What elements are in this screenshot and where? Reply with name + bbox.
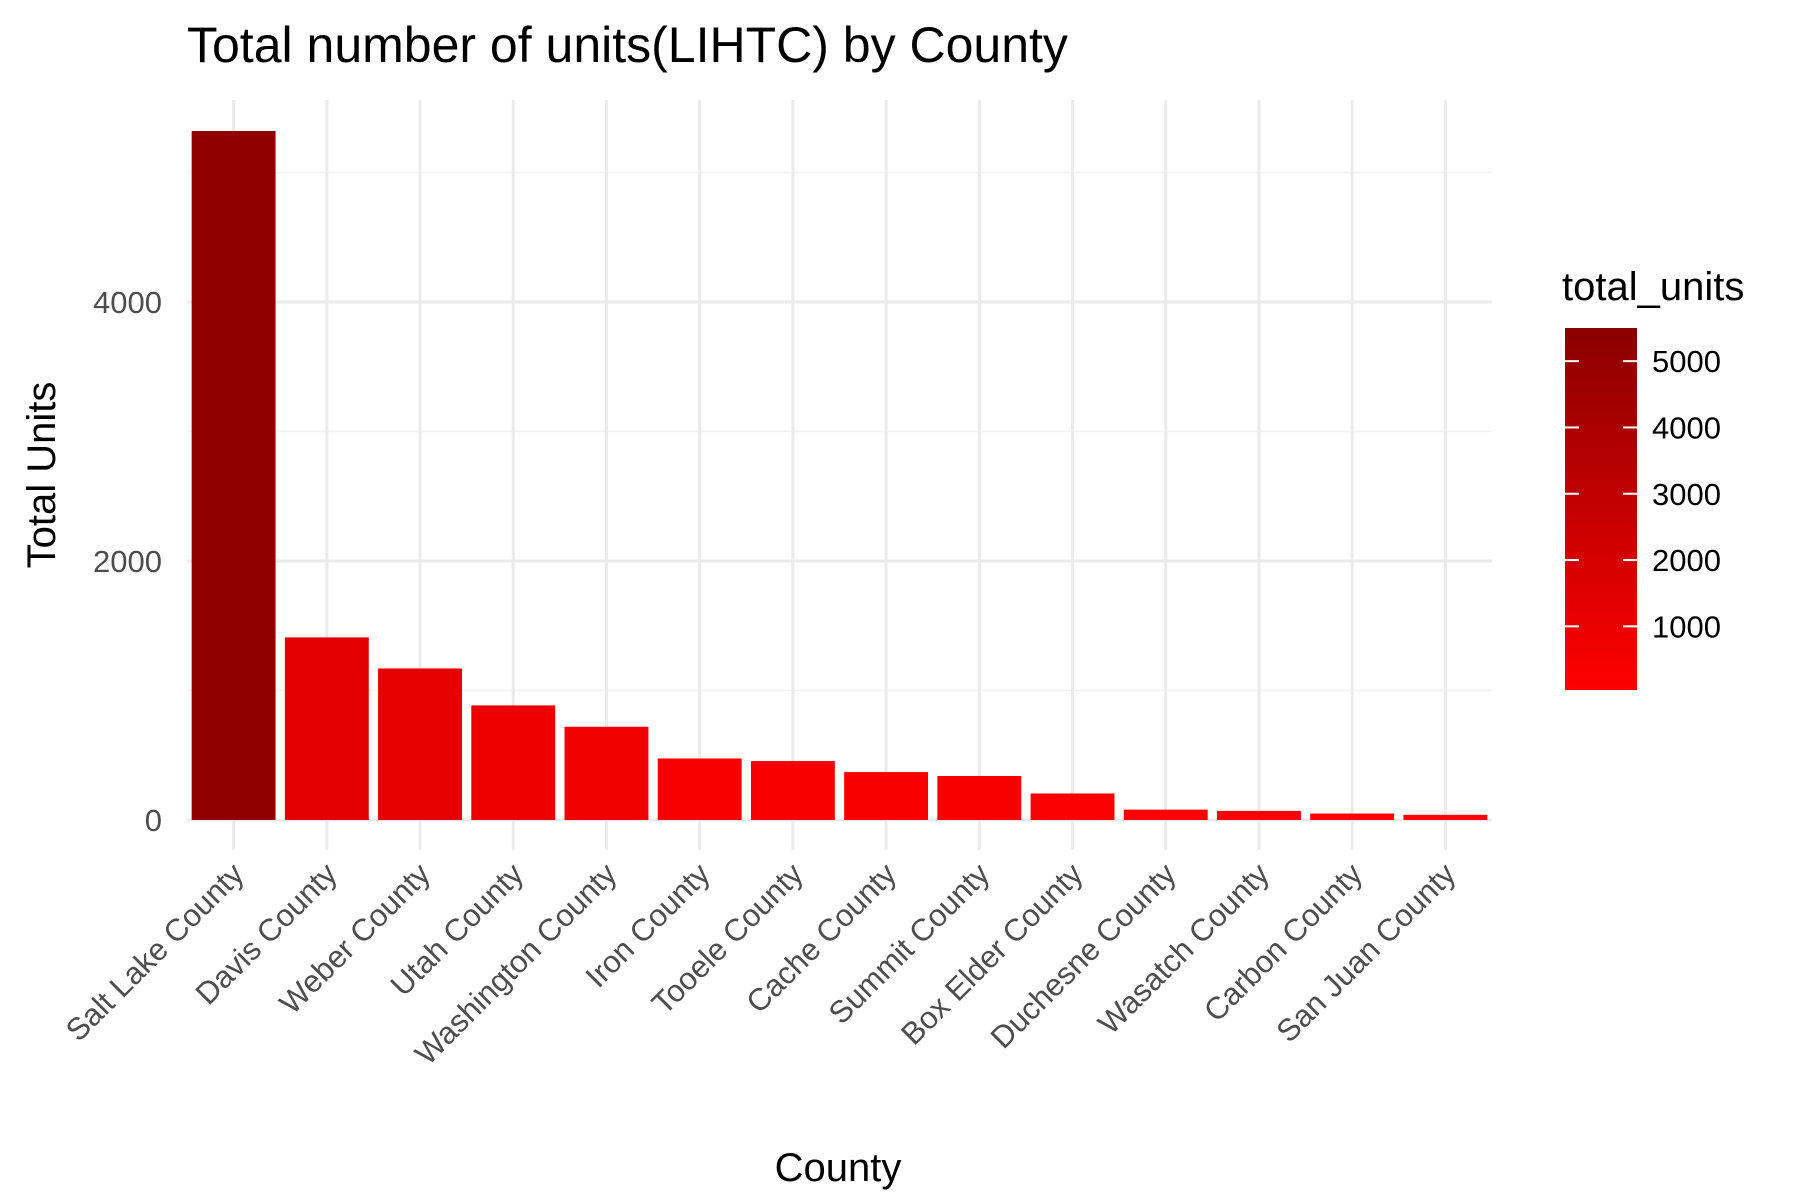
legend-tick-label: 5000 [1652,344,1721,379]
legend-tick-label: 2000 [1652,543,1721,578]
bar [1403,814,1488,820]
legend-title: total_units [1562,265,1744,309]
legend-tick-label: 1000 [1652,609,1721,644]
y-tick-label: 0 [145,803,162,838]
bar [1123,809,1208,820]
bar [937,775,1022,820]
y-axis-title: Total Units [20,382,64,569]
y-tick-label: 2000 [93,544,162,579]
y-axis-ticks: 0 2000 4000 [93,285,162,838]
bar [471,705,556,820]
legend-tick-label: 4000 [1652,410,1721,445]
chart-title: Total number of units(LIHTC) by County [187,17,1068,73]
x-tick-label: San Juan County [1269,856,1462,1049]
bar [284,637,369,820]
gridlines [187,100,1492,850]
bar [191,131,276,820]
bar [844,772,929,820]
bar [750,761,835,820]
x-axis-title: County [775,1146,902,1190]
bar [1030,793,1115,820]
bar [657,758,742,820]
color-legend: total_units 1000 2000 3000 4000 5000 [1562,265,1744,690]
x-tick-label: Wasatch County [1091,856,1276,1041]
y-tick-label: 4000 [93,285,162,320]
legend-colorbar [1565,328,1637,690]
bar [378,668,462,820]
x-tick-label: Summit County [822,856,997,1031]
bars [191,131,1488,820]
bar [1217,810,1301,820]
legend-tick-label: 3000 [1652,477,1721,512]
bar [564,726,649,820]
legend-ticks: 1000 2000 3000 4000 5000 [1565,344,1721,644]
bar [1310,813,1395,820]
x-tick-label: Carbon County [1197,856,1370,1029]
